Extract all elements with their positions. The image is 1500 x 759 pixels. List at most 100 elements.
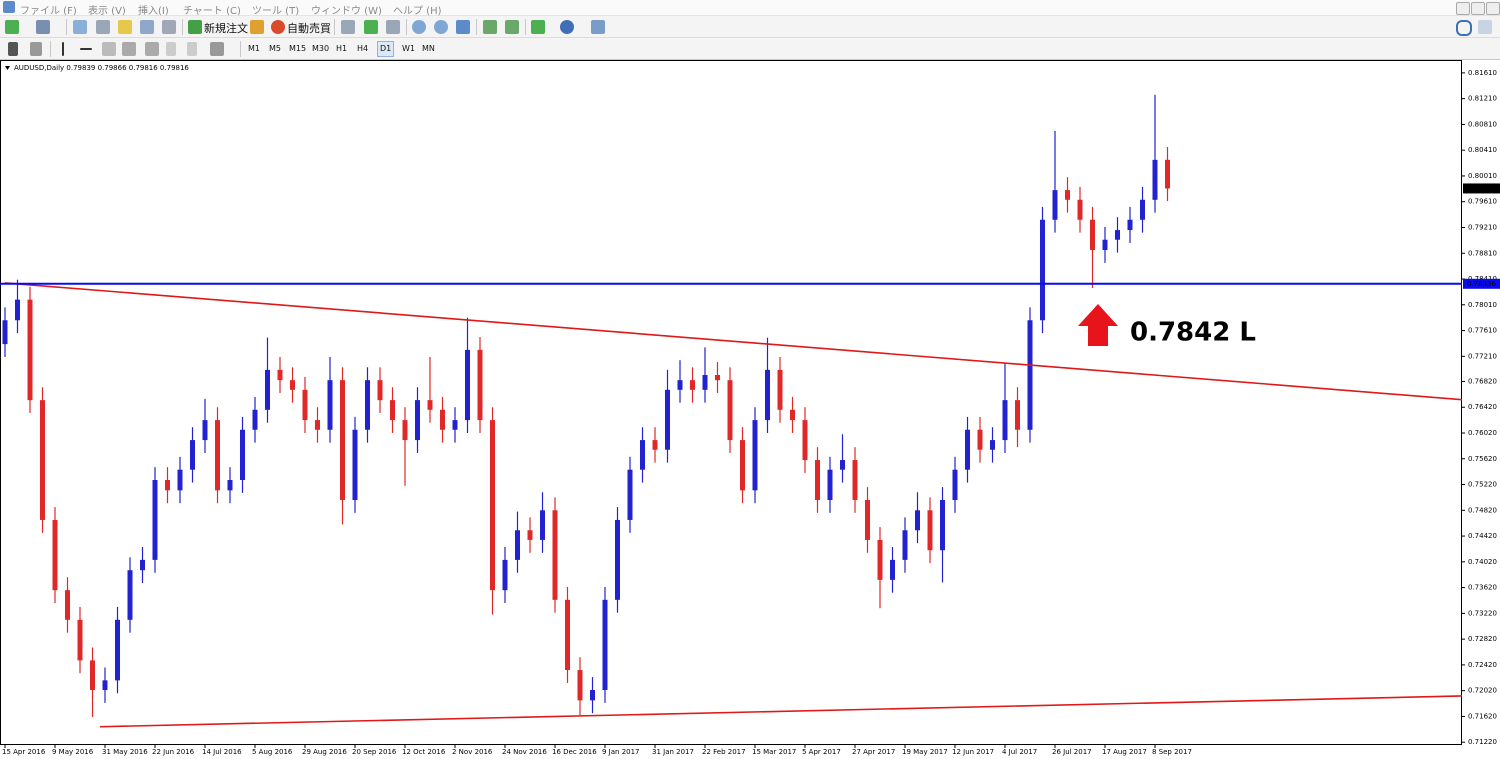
candle-body <box>290 380 295 390</box>
candle-body <box>27 299 33 401</box>
bar-chart-button[interactable] <box>341 20 355 34</box>
candle-body <box>90 660 95 691</box>
candle-body <box>390 400 395 421</box>
candle-body <box>740 440 745 491</box>
menu-item[interactable]: ツール (T) <box>252 6 300 17</box>
candle-body <box>1102 239 1108 251</box>
x-tick-label: 4 Jul 2017 <box>1002 748 1037 756</box>
current-price-box <box>1463 183 1500 194</box>
auto-trading-button[interactable]: 自動売買 <box>287 22 331 35</box>
candle-body <box>902 530 908 560</box>
candle-body <box>215 420 220 491</box>
candle-body <box>602 599 608 691</box>
candle-body <box>752 420 758 491</box>
fibo-tool[interactable] <box>145 42 159 56</box>
candle-body <box>777 369 783 410</box>
separator <box>240 41 241 57</box>
candle-body <box>477 349 483 421</box>
menu-item[interactable]: 挿入(I) <box>138 6 169 17</box>
annotation-text: 0.7842 L <box>1130 318 1256 348</box>
channel-tool[interactable] <box>122 42 136 56</box>
candle-body <box>202 420 208 441</box>
y-tick-label: 0.78810 <box>1468 249 1497 257</box>
profiles-button[interactable] <box>36 20 50 34</box>
timeframe-button[interactable]: M15 <box>289 44 307 53</box>
menu-item[interactable]: ウィンドウ (W) <box>311 6 382 17</box>
zoom-in-button[interactable] <box>412 20 426 34</box>
timeframe-button[interactable]: M1 <box>248 44 260 53</box>
new-chart-button[interactable] <box>5 20 19 34</box>
chat-button[interactable] <box>1478 20 1492 34</box>
market-watch-button[interactable] <box>73 20 87 34</box>
candle-body <box>452 420 458 430</box>
timeframe-button[interactable]: H1 <box>336 44 348 53</box>
terminal-button[interactable] <box>140 20 154 34</box>
y-tick-label: 0.77610 <box>1468 327 1497 335</box>
tester-button[interactable] <box>162 20 176 34</box>
candle-body <box>177 469 183 491</box>
candle-chart-button[interactable] <box>364 20 378 34</box>
candle-body <box>265 369 270 410</box>
x-tick-label: 9 Jan 2017 <box>602 748 640 756</box>
menu-item[interactable]: 表示 (V) <box>88 6 126 17</box>
metaeditor-button[interactable] <box>250 20 264 34</box>
new-order-button[interactable]: 新規注文 <box>204 22 248 35</box>
periods-button[interactable] <box>560 20 574 34</box>
x-tick-label: 31 May 2016 <box>102 748 148 756</box>
candle-body <box>252 409 258 430</box>
trendline-tool[interactable] <box>102 42 116 56</box>
candle-body <box>440 409 445 430</box>
tile-button[interactable] <box>456 20 470 34</box>
close-button[interactable] <box>1486 2 1500 15</box>
crosshair-tool[interactable] <box>30 42 42 56</box>
timeframe-button[interactable]: W1 <box>402 44 415 53</box>
arrows-tool[interactable] <box>210 42 224 56</box>
label-tool[interactable] <box>187 42 197 56</box>
separator <box>525 19 526 35</box>
candle-body <box>340 380 345 500</box>
timeframe-button[interactable]: D1 <box>377 41 395 57</box>
candle-body <box>352 429 358 500</box>
y-tick-label: 0.76420 <box>1468 403 1497 411</box>
x-tick-label: 17 Aug 2017 <box>1102 748 1147 756</box>
templates-button[interactable] <box>591 20 605 34</box>
timeframe-button[interactable]: H4 <box>357 44 369 53</box>
cursor-tool[interactable] <box>8 42 18 56</box>
timeframe-button[interactable]: M30 <box>312 44 330 53</box>
y-tick-label: 0.72420 <box>1468 661 1497 669</box>
vline-tool[interactable] <box>62 42 64 56</box>
menu-item[interactable]: ファイル (F) <box>20 6 77 17</box>
candle-body <box>615 519 620 600</box>
timeframe-button[interactable]: MN <box>422 44 435 53</box>
candle-body <box>1052 190 1058 220</box>
timeframe-button[interactable]: M5 <box>269 44 281 53</box>
hline-tool[interactable] <box>80 48 92 50</box>
chart-shift-button[interactable] <box>505 20 519 34</box>
plot-area <box>0 94 1462 728</box>
candle-body <box>540 510 545 540</box>
navigator-button[interactable] <box>118 20 132 34</box>
y-tick-label: 0.72820 <box>1468 635 1497 643</box>
candle-body <box>590 690 595 701</box>
y-tick-label: 0.80010 <box>1468 172 1497 180</box>
text-tool[interactable] <box>166 42 176 56</box>
candle-body <box>515 530 520 560</box>
restore-button[interactable] <box>1471 2 1485 15</box>
y-tick-label: 0.75220 <box>1468 481 1497 489</box>
x-tick-label: 12 Jun 2017 <box>952 748 994 756</box>
minimize-button[interactable] <box>1456 2 1470 15</box>
menu-item[interactable]: ヘルプ (H) <box>393 6 442 17</box>
hline-price-box <box>1463 278 1500 289</box>
line-chart-button[interactable] <box>386 20 400 34</box>
x-tick-label: 22 Feb 2017 <box>702 748 746 756</box>
zoom-out-button[interactable] <box>434 20 448 34</box>
y-tick-label: 0.78010 <box>1468 301 1497 309</box>
menu-item[interactable]: チャート (C) <box>183 6 241 17</box>
autoscroll-button[interactable] <box>483 20 497 34</box>
indicators-button[interactable] <box>531 20 545 34</box>
candle-body <box>527 530 533 540</box>
data-window-button[interactable] <box>96 20 110 34</box>
search-button[interactable] <box>1456 20 1472 36</box>
candle-body <box>715 375 720 381</box>
